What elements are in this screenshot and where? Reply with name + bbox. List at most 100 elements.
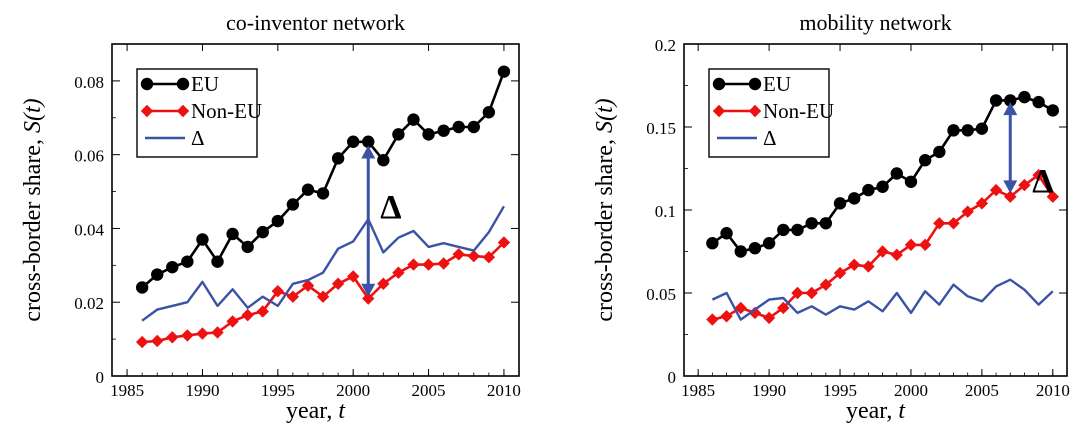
data-point: [151, 334, 164, 348]
data-point: [904, 175, 918, 188]
data-point: [196, 327, 209, 340]
y-tick-label: 0.15: [646, 119, 676, 138]
data-point: [762, 311, 776, 325]
data-point: [497, 236, 511, 249]
data-point: [777, 223, 790, 237]
data-point: [961, 124, 974, 137]
y-tick-label: 0.2: [655, 36, 676, 55]
legend-marker: [712, 77, 726, 91]
data-point: [933, 217, 946, 230]
series-0: [135, 65, 511, 294]
data-point: [791, 286, 804, 300]
plot-frame: [683, 43, 1068, 377]
data-point: [422, 128, 435, 141]
chart-panel-1: co-inventor network cross-border share, S…: [20, 10, 521, 424]
series-1: [706, 168, 1060, 326]
data-point: [256, 225, 269, 239]
data-point: [876, 245, 889, 258]
x-tick-label: 1990: [185, 381, 219, 400]
legend-marker: [176, 77, 190, 91]
x-tick-label: 1985: [681, 381, 715, 400]
data-point: [422, 258, 435, 271]
data-point: [961, 205, 974, 218]
data-point: [975, 122, 989, 135]
legend-marker: [748, 77, 762, 91]
data-point: [1004, 190, 1017, 203]
legend-entry: Δ: [145, 126, 205, 150]
data-point: [135, 335, 149, 349]
data-point: [848, 192, 861, 205]
y-tick-label: 0.06: [74, 147, 104, 166]
legend-label: EU: [191, 72, 219, 96]
data-point: [226, 227, 239, 241]
data-point: [989, 94, 1003, 107]
series-0: [706, 90, 1060, 258]
legend-marker: [176, 104, 190, 118]
data-point: [316, 290, 330, 303]
y-tick-label: 0: [96, 368, 105, 387]
data-point: [331, 277, 345, 290]
data-point: [1032, 168, 1045, 182]
data-point: [135, 281, 149, 294]
data-point: [947, 217, 960, 230]
data-point: [362, 292, 375, 305]
data-point: [791, 223, 804, 237]
data-point: [181, 255, 194, 268]
x-tick-label: 1995: [823, 381, 857, 400]
legend-label: Δ: [763, 126, 777, 150]
x-tick-label: 2005: [412, 381, 446, 400]
data-point: [720, 310, 733, 323]
data-point: [301, 183, 315, 196]
data-point: [407, 113, 420, 126]
data-point: [241, 240, 254, 254]
data-point: [805, 286, 818, 300]
data-point: [301, 279, 315, 292]
data-point: [819, 217, 833, 230]
data-point: [1018, 178, 1031, 192]
x-tick-label: 2005: [965, 381, 999, 400]
data-point: [819, 278, 833, 291]
data-point: [437, 257, 450, 270]
data-point: [989, 183, 1003, 197]
y-axis-label: cross-border share, S(t): [592, 98, 618, 321]
delta-arrow: [361, 145, 376, 297]
delta-annotation-label: Δ: [1032, 163, 1053, 200]
x-tick-label: 2000: [894, 381, 928, 400]
legend-entry: Δ: [717, 126, 777, 150]
data-point: [286, 198, 300, 211]
legend-entry: EU: [712, 72, 791, 96]
data-point: [346, 270, 360, 283]
legend-marker: [140, 104, 154, 118]
legend: EU Non-EU Δ: [708, 68, 834, 158]
data-point: [437, 124, 450, 137]
x-tick-label: 2010: [487, 381, 521, 400]
x-axis-label: year, t: [286, 398, 346, 424]
plot-frame: [111, 43, 520, 377]
series-line: [711, 278, 1054, 321]
data-point: [452, 248, 465, 261]
data-point: [226, 315, 239, 328]
delta-arrow-head-bottom: [361, 283, 376, 297]
delta-arrow-head-bottom: [1003, 180, 1018, 194]
x-tick-label: 2010: [1036, 381, 1070, 400]
legend-entry: EU: [140, 72, 219, 96]
y-tick-label: 0.08: [74, 73, 104, 92]
legend-entry: Non-EU: [712, 99, 834, 123]
data-point: [331, 152, 345, 165]
y-axis-label: cross-border share, S(t): [20, 98, 46, 321]
data-point: [151, 268, 164, 281]
data-point: [211, 255, 224, 268]
data-point: [918, 154, 932, 167]
data-point: [947, 124, 960, 137]
data-point: [933, 145, 946, 159]
y-tick-label: 0.1: [655, 202, 676, 221]
chart-panel-2: mobility network cross-border share, S(t)…: [592, 10, 1070, 424]
data-point: [271, 214, 285, 228]
data-point: [166, 331, 179, 344]
data-point: [862, 183, 875, 197]
data-point: [876, 180, 889, 193]
data-point: [706, 237, 719, 250]
data-point: [241, 308, 254, 322]
data-point: [392, 266, 405, 279]
